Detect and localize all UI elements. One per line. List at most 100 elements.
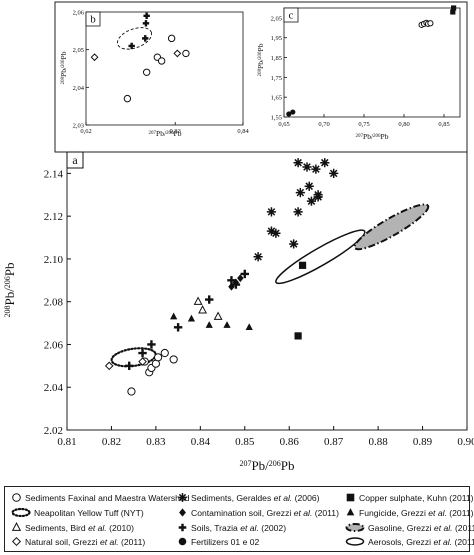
data-point bbox=[295, 188, 305, 198]
legend-item: Neapolitan Yellow Tuff (NYT) bbox=[11, 507, 144, 518]
data-point bbox=[266, 207, 277, 217]
legend-symbol bbox=[11, 522, 22, 531]
inset-c-y-tick-label: 1,95 bbox=[271, 35, 282, 42]
inset-b-x-tick-label: 0,83 bbox=[170, 128, 181, 135]
series-open-triangle bbox=[193, 296, 223, 320]
inset-b-frame bbox=[85, 11, 244, 126]
legend-symbol bbox=[178, 493, 187, 502]
data-point bbox=[128, 42, 135, 50]
data-point bbox=[123, 94, 132, 103]
legend: Sediments Faxinal and Maestra Watershed N… bbox=[4, 486, 474, 552]
panel-label-a: a bbox=[66, 151, 84, 169]
legend-symbol bbox=[345, 537, 365, 546]
data-point bbox=[182, 49, 190, 58]
inset-c-x-title: 207Pb/206Pb bbox=[356, 132, 389, 141]
legend-item: Natural soil, Grezzi et al. (2011) bbox=[11, 536, 145, 547]
legend-label: Copper sulphate, Kuhn (2011) bbox=[359, 492, 474, 503]
y-tick-label: 2.12 bbox=[44, 211, 63, 223]
data-point bbox=[160, 348, 169, 358]
legend-item: Sediments, Geraldes et al. (2006) bbox=[177, 492, 320, 503]
data-point bbox=[90, 53, 99, 62]
inset-c-y-tick-label: 1,55 bbox=[271, 115, 282, 122]
data-point bbox=[290, 109, 296, 115]
data-point bbox=[240, 269, 249, 279]
data-point bbox=[205, 321, 213, 328]
y-tick-label: 2.08 bbox=[44, 297, 64, 309]
data-point bbox=[169, 355, 178, 364]
inset-c-series-filled-circle bbox=[286, 109, 296, 117]
data-point bbox=[198, 305, 207, 314]
panel-label-b: b bbox=[85, 11, 101, 27]
legend-symbol-open-diamond bbox=[11, 536, 22, 547]
legend-symbol bbox=[12, 493, 21, 502]
panel-label-text: b bbox=[90, 14, 96, 26]
inset-b-region bbox=[117, 27, 153, 50]
inset-c-y-tick-label: 1,65 bbox=[271, 95, 282, 102]
legend-label: Sediments Faxinal and Maestra Watershed bbox=[25, 492, 190, 503]
series-asterisk bbox=[253, 158, 339, 262]
data-point bbox=[271, 228, 281, 238]
data-point bbox=[266, 226, 277, 236]
main-plot-frame bbox=[66, 151, 468, 431]
data-point bbox=[173, 49, 182, 58]
figure-canvas: 0,62 0,83 0,84 2,03 2,04 2,05 2,06 208Pb/206Pb 2… bbox=[2, 1, 474, 473]
data-point bbox=[450, 9, 456, 15]
inset-b-y-tick-label: 2,04 bbox=[73, 85, 85, 92]
data-point bbox=[294, 332, 302, 340]
data-point bbox=[142, 20, 150, 27]
series-filled-square bbox=[294, 261, 307, 340]
inset-b-y-title: 208Pb/206Pb bbox=[59, 51, 68, 84]
data-point bbox=[193, 296, 203, 305]
data-point bbox=[138, 357, 147, 366]
x-tick-label: 0.86 bbox=[280, 436, 300, 448]
main-plot: 0.81 0.82 0.83 0.84 0.85 0.86 0.87 0.88 0.89 0.90… bbox=[2, 151, 474, 473]
data-point bbox=[154, 353, 163, 362]
data-point bbox=[253, 252, 263, 262]
inset-b-y-tick-label: 2,03 bbox=[73, 123, 84, 130]
data-point bbox=[286, 111, 292, 117]
legend-item: Fungicide, Grezzi et al. (2011) bbox=[345, 507, 474, 518]
legend-symbol bbox=[179, 508, 186, 517]
inset-b: 0,62 0,83 0,84 2,03 2,04 2,05 2,06 208Pb/206Pb 2… bbox=[59, 10, 249, 139]
legend-item: Gasoline, Grezzi et al. (2011) bbox=[345, 522, 474, 533]
panel-label-box bbox=[283, 7, 299, 23]
data-point bbox=[311, 164, 321, 174]
inset-c-y-tick-label: 2,05 bbox=[271, 15, 282, 22]
y-tick-label: 2.10 bbox=[44, 254, 64, 266]
inset-c-frame bbox=[283, 7, 461, 118]
panel-label-box bbox=[66, 151, 84, 169]
legend-symbol-solid-ellipse bbox=[345, 537, 365, 546]
x-tick-label: 0.87 bbox=[324, 436, 344, 448]
inset-b-x-tick-label: 0,84 bbox=[237, 128, 249, 135]
inset-b-x-tick-label: 0,62 bbox=[80, 128, 91, 135]
legend-item: Aerosols, Grezzi et al. (2011) bbox=[345, 536, 474, 547]
legend-symbol bbox=[346, 493, 355, 502]
panel-label-text: a bbox=[72, 153, 78, 167]
legend-symbol-open-triangle bbox=[11, 522, 22, 531]
legend-label: Contamination soil, Grezzi et al. (2011) bbox=[191, 507, 339, 518]
legend-symbol-plus bbox=[178, 523, 187, 532]
legend-item: Sediments Faxinal and Maestra Watershed bbox=[11, 492, 189, 503]
legend-symbol-filled-circle bbox=[178, 537, 187, 546]
data-point bbox=[213, 311, 223, 320]
x-tick-label: 0.90 bbox=[457, 436, 474, 448]
inset-c-x-tick-label: 0,85 bbox=[438, 121, 449, 128]
legend-symbol-filled-square bbox=[346, 493, 355, 502]
legend-symbol-dotted-ellipse bbox=[11, 507, 31, 518]
inset-c-y-title: 208Pb/206Pb bbox=[256, 43, 265, 76]
data-point bbox=[302, 162, 312, 172]
series-open-circle bbox=[127, 348, 178, 396]
inset-c-x-tick-label: 0,70 bbox=[318, 121, 329, 128]
data-point bbox=[104, 361, 114, 371]
inset-b-series-plus bbox=[128, 12, 150, 50]
legend-symbol bbox=[178, 537, 187, 546]
data-point bbox=[329, 168, 339, 178]
legend-item: Soils, Trazia et al. (2002) bbox=[177, 522, 286, 533]
legend-symbol-gray-dashdot-ellipse bbox=[345, 523, 365, 532]
legend-label: Natural soil, Grezzi et al. (2011) bbox=[25, 536, 146, 547]
inset-c-x-tick-label: 0,80 bbox=[398, 121, 409, 128]
data-point bbox=[143, 12, 150, 19]
data-point bbox=[293, 158, 303, 168]
y-axis-title: 208Pb/206Pb bbox=[2, 262, 17, 317]
panel-label-text: c bbox=[289, 10, 294, 22]
